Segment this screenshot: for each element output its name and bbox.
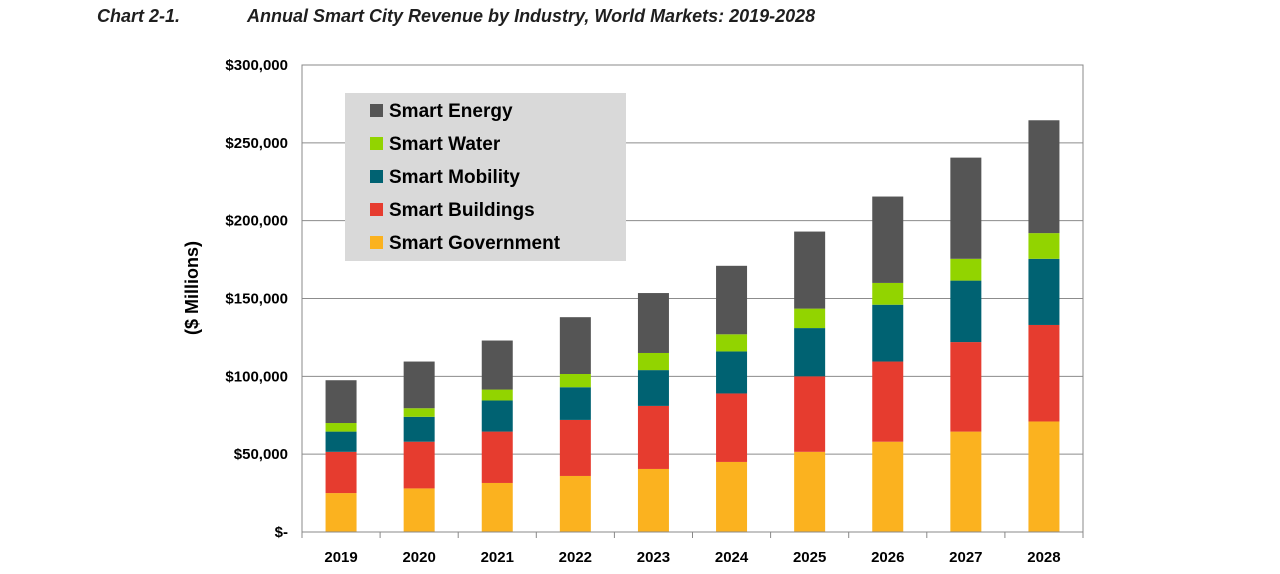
bar-segment xyxy=(950,280,982,343)
bar-segment xyxy=(481,340,513,390)
bar-segment xyxy=(872,441,904,532)
bar-segment xyxy=(559,387,591,420)
bar-segment xyxy=(403,361,435,409)
y-tick-labels: $- $50,000 $100,000 $150,000 $200,000 $250,00… xyxy=(225,57,288,541)
x-tick-label: 2025 xyxy=(793,549,826,566)
bar-segment xyxy=(559,475,591,532)
x-tick-label: 2019 xyxy=(324,549,357,566)
bar-segment xyxy=(794,376,826,452)
y-tick-label: $250,000 xyxy=(225,135,288,152)
bar-segment xyxy=(481,389,513,401)
x-tick-label: 2020 xyxy=(402,549,435,566)
x-tick-label: 2024 xyxy=(715,549,749,566)
legend-label: Smart Government xyxy=(389,233,561,254)
bar-segment xyxy=(481,482,513,532)
y-axis-title: ($ Millions) xyxy=(182,241,202,335)
bar-segment xyxy=(794,451,826,532)
y-tick-label: $- xyxy=(275,524,288,541)
bar-segment xyxy=(1028,258,1060,325)
y-tick-label: $100,000 xyxy=(225,368,288,385)
bar-segment xyxy=(325,493,357,532)
bar-segment xyxy=(637,293,669,353)
bar-segment xyxy=(325,431,357,452)
bar-segment xyxy=(325,423,357,432)
bar-segment xyxy=(403,416,435,442)
bar-segment xyxy=(794,328,826,377)
bar-segment xyxy=(559,373,591,388)
bar-segment xyxy=(794,231,826,309)
bar-segment xyxy=(637,370,669,406)
bar-segment xyxy=(559,317,591,374)
x-tick-label: 2026 xyxy=(871,549,904,566)
bar-segment xyxy=(1028,233,1060,259)
bar-segment xyxy=(716,393,748,462)
bar-segment xyxy=(794,308,826,329)
bar-segment xyxy=(716,461,748,532)
bar-segment xyxy=(950,342,982,432)
bar-segment xyxy=(403,441,435,489)
chart-number: Chart 2-1. xyxy=(97,6,181,26)
y-tick-label: $50,000 xyxy=(234,446,288,463)
chart-title: Chart 2-1. Annual Smart City Revenue by I… xyxy=(97,6,815,27)
y-tick-label: $300,000 xyxy=(225,57,288,74)
legend-label: Smart Water xyxy=(389,134,501,155)
x-tick-label: 2028 xyxy=(1027,549,1060,566)
bar-segment xyxy=(872,361,904,442)
bar-segment xyxy=(716,351,748,394)
bar-segment xyxy=(1028,120,1060,234)
bar-segment xyxy=(559,419,591,476)
legend-label: Smart Mobility xyxy=(389,167,520,188)
bar-segment xyxy=(403,488,435,532)
bar-segment xyxy=(481,431,513,483)
legend-label: Smart Buildings xyxy=(389,200,535,221)
bar-segment xyxy=(1028,324,1060,422)
bar-segment xyxy=(950,258,982,281)
bar-segment xyxy=(950,157,982,259)
bar-segment xyxy=(716,265,748,335)
bar-segment xyxy=(637,468,669,532)
y-tick-label: $150,000 xyxy=(225,291,288,308)
bars xyxy=(325,120,1060,532)
bar-segment xyxy=(950,431,982,532)
legend-swatch xyxy=(370,203,383,216)
legend-swatch xyxy=(370,137,383,150)
bar-segment xyxy=(872,196,904,283)
bar-segment xyxy=(872,282,904,305)
x-tick-label: 2022 xyxy=(559,549,592,566)
x-tick-label: 2027 xyxy=(949,549,982,566)
chart-title-text: Annual Smart City Revenue by Industry, W… xyxy=(247,6,816,26)
bar-segment xyxy=(1028,421,1060,532)
y-tick-label: $200,000 xyxy=(225,213,288,230)
x-tick-label: 2021 xyxy=(481,549,514,566)
x-tick-label: 2023 xyxy=(637,549,670,566)
x-tick-labels: 2019 2020 2021 2022 2023 2024 2025 2026 2027 2028 xyxy=(301,532,1084,566)
legend-box xyxy=(345,93,626,261)
bar-segment xyxy=(325,380,357,424)
bar-segment xyxy=(872,304,904,362)
bar-segment xyxy=(716,334,748,352)
bar-segment xyxy=(637,352,669,371)
legend-swatch xyxy=(370,236,383,249)
legend-swatch xyxy=(370,104,383,117)
bar-segment xyxy=(403,408,435,417)
bar-segment xyxy=(637,405,669,469)
bar-segment xyxy=(325,451,357,494)
bar-segment xyxy=(481,400,513,432)
legend-swatch xyxy=(370,170,383,183)
legend: Smart Energy Smart Water Smart Mobility Sma… xyxy=(345,93,626,261)
legend-label: Smart Energy xyxy=(389,101,513,122)
